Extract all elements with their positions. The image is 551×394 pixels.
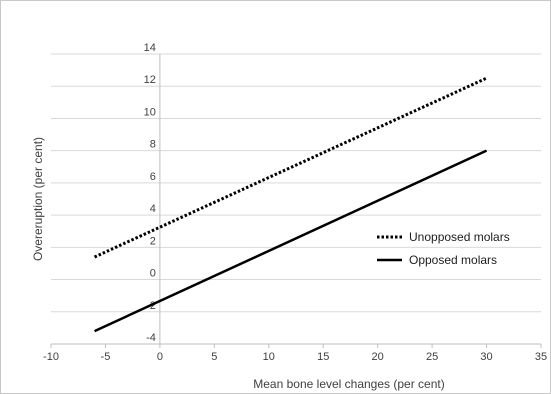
y-tick-label: -4 bbox=[146, 332, 156, 344]
x-tick-label: -5 bbox=[101, 351, 111, 363]
x-tick-label: 35 bbox=[535, 351, 547, 363]
series-line-opposed bbox=[94, 149, 488, 333]
x-tick-label: 10 bbox=[263, 351, 275, 363]
axes bbox=[50, 54, 542, 348]
x-tick-labels: -10 -5 0 5 10 15 20 25 30 35 bbox=[43, 351, 547, 363]
x-axis-title: Mean bone level changes (per cent) bbox=[253, 377, 444, 391]
y-tick-label: 10 bbox=[144, 106, 156, 118]
legend-label-opposed: Opposed molars bbox=[409, 253, 497, 267]
x-tick-label: 25 bbox=[426, 351, 438, 363]
y-tick-label: 0 bbox=[150, 268, 156, 280]
x-tick-label: 30 bbox=[480, 351, 492, 363]
legend-label-unopposed: Unopposed molars bbox=[409, 230, 510, 244]
x-tick-label: 5 bbox=[211, 351, 217, 363]
series-lines bbox=[93, 76, 488, 333]
x-tick-label: 15 bbox=[317, 351, 329, 363]
y-tick-label: 2 bbox=[150, 235, 156, 247]
y-axis-title: Overeruption (per cent) bbox=[31, 137, 45, 261]
y-tick-label: 4 bbox=[150, 203, 156, 215]
legend: Unopposed molars Opposed molars bbox=[377, 230, 510, 267]
y-tick-label: 8 bbox=[150, 139, 156, 151]
y-tick-label: 6 bbox=[150, 171, 156, 183]
y-tick-label: 12 bbox=[144, 74, 156, 86]
x-tick-label: -10 bbox=[43, 351, 59, 363]
x-tick-label: 0 bbox=[157, 351, 163, 363]
x-tick-label: 20 bbox=[372, 351, 384, 363]
gridlines bbox=[51, 53, 541, 345]
y-tick-label: 14 bbox=[144, 42, 156, 54]
